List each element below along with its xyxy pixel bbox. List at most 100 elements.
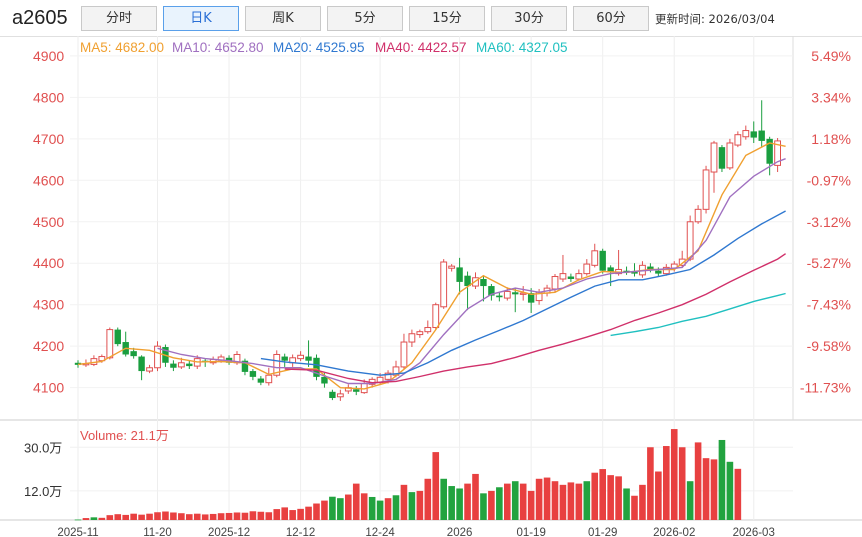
volume-bar <box>591 472 599 520</box>
volume-bar <box>496 487 503 520</box>
tab-60min[interactable]: 60分 <box>573 6 649 31</box>
candle-body-down <box>114 329 121 345</box>
x-tick-label: 12-24 <box>365 527 395 537</box>
x-tick-label: 2026-03 <box>733 527 775 537</box>
candle-body-up <box>384 372 392 380</box>
volume-bar <box>448 486 455 520</box>
ma40-legend: MA40: 4422.57 <box>375 40 467 55</box>
volume-bar <box>297 508 304 520</box>
candle-body-down <box>480 279 487 287</box>
candle-body-up <box>400 341 408 368</box>
volume-bar <box>154 512 161 520</box>
volume-bar <box>241 512 249 520</box>
candle-body-down <box>527 293 535 303</box>
y-tick-label-right: 5.49% <box>811 48 851 64</box>
volume-bar <box>98 517 106 520</box>
candle-body-down <box>138 356 145 372</box>
candle-body-up <box>678 258 686 266</box>
candle-body-down <box>607 267 614 273</box>
candle-body-up <box>742 130 750 138</box>
volume-bar <box>400 484 408 520</box>
x-tick-label: 2026-02 <box>653 527 695 537</box>
volume-bar <box>170 512 177 520</box>
volume-bar <box>480 493 487 520</box>
volume-bar <box>663 446 670 520</box>
candle-body-up <box>686 221 694 260</box>
candle-body-up <box>694 208 702 223</box>
candle-body-up <box>575 273 583 280</box>
candle-body-up <box>726 142 734 169</box>
x-tick-label: 2026 <box>447 527 473 537</box>
candle-body-down <box>241 360 249 372</box>
y-tick-label-left: 4700 <box>33 131 64 147</box>
candle-body-down <box>257 378 265 383</box>
volume-bar <box>186 514 193 520</box>
y-tick-label-right: -0.97% <box>807 172 851 188</box>
volume-bar <box>114 514 122 520</box>
volume-bar <box>551 481 559 520</box>
volume-bar <box>631 495 638 520</box>
candle-body-up <box>710 142 718 173</box>
volume-bar <box>146 513 153 520</box>
y-tick-label-right: -5.27% <box>807 255 851 271</box>
update-time: 更新时间: 2026/03/04 <box>655 11 775 27</box>
tab-intraday[interactable]: 分时 <box>81 6 157 31</box>
symbol-label: a2605 <box>12 7 68 29</box>
y-tick-label-right: 1.18% <box>811 131 851 147</box>
volume-bar <box>90 517 98 520</box>
candle-body-up <box>297 354 305 360</box>
volume-bar <box>527 490 535 520</box>
y-tick-label-left: 4800 <box>33 89 64 105</box>
kline-chart[interactable]: 2025-11 11-20 2025-12 12-12 12-24 2026 01-19 01… <box>0 36 862 537</box>
y-tick-label-right: -7.43% <box>807 297 851 313</box>
candle-body-up <box>273 353 281 376</box>
candle-body-down <box>186 363 193 367</box>
y-tick-label-left: 4400 <box>33 255 64 271</box>
candle-body-up <box>154 345 161 369</box>
tab-weekly-k[interactable]: 周K <box>245 6 321 31</box>
tab-5min[interactable]: 5分 <box>327 6 403 31</box>
volume-bar <box>567 482 575 520</box>
y-tick-label-right: -11.73% <box>800 380 851 396</box>
tab-15min[interactable]: 15分 <box>409 6 485 31</box>
candle-body-down <box>718 147 726 169</box>
candle-body-down <box>170 363 177 368</box>
tab-30min[interactable]: 30分 <box>491 6 567 31</box>
volume-bar <box>162 511 169 520</box>
top-toolbar: a2605 分时 日K 周K 5分 15分 30分 60分 更新时间: 2026… <box>0 0 862 36</box>
candle-body-up <box>702 169 710 210</box>
y-tick-label-right: -9.58% <box>807 338 851 354</box>
candle-body-up <box>559 273 567 280</box>
volume-bar <box>702 458 710 520</box>
candle-body-up <box>503 290 511 299</box>
ma10-line <box>157 158 786 385</box>
volume-bar <box>607 475 614 520</box>
ma5-legend: MA5: 4682.00 <box>80 40 164 55</box>
ma-legend: MA5: 4682.00 MA10: 4652.80 MA20: 4525.95 MA… <box>80 40 568 55</box>
candle-body-up <box>177 362 185 368</box>
candle-body-up <box>591 250 599 266</box>
volume-bar <box>456 488 463 520</box>
volume-bar <box>273 509 281 520</box>
candle-body-down <box>313 357 320 377</box>
candle-body-down <box>130 351 137 357</box>
x-tick-label: 01-19 <box>516 527 545 537</box>
volume-bar <box>678 447 686 520</box>
volume-bar <box>265 512 273 520</box>
volume-bar <box>233 512 241 520</box>
candle-body-up <box>416 331 424 336</box>
candle-body-down <box>567 276 575 280</box>
y-tick-label-left: 4200 <box>33 338 64 354</box>
volume-bar <box>392 495 400 520</box>
ma60-legend: MA60: 4327.05 <box>476 40 568 55</box>
candle-body-down <box>249 371 257 377</box>
candle-body-up <box>519 292 527 295</box>
candle-body-down <box>353 389 360 392</box>
volume-bar <box>504 483 511 520</box>
volume-bar <box>472 473 479 520</box>
tab-daily-k[interactable]: 日K <box>163 6 239 31</box>
volume-bar <box>329 496 336 520</box>
volume-bar <box>368 496 376 520</box>
volume-bar <box>694 442 702 520</box>
candle-body-down <box>281 356 288 361</box>
